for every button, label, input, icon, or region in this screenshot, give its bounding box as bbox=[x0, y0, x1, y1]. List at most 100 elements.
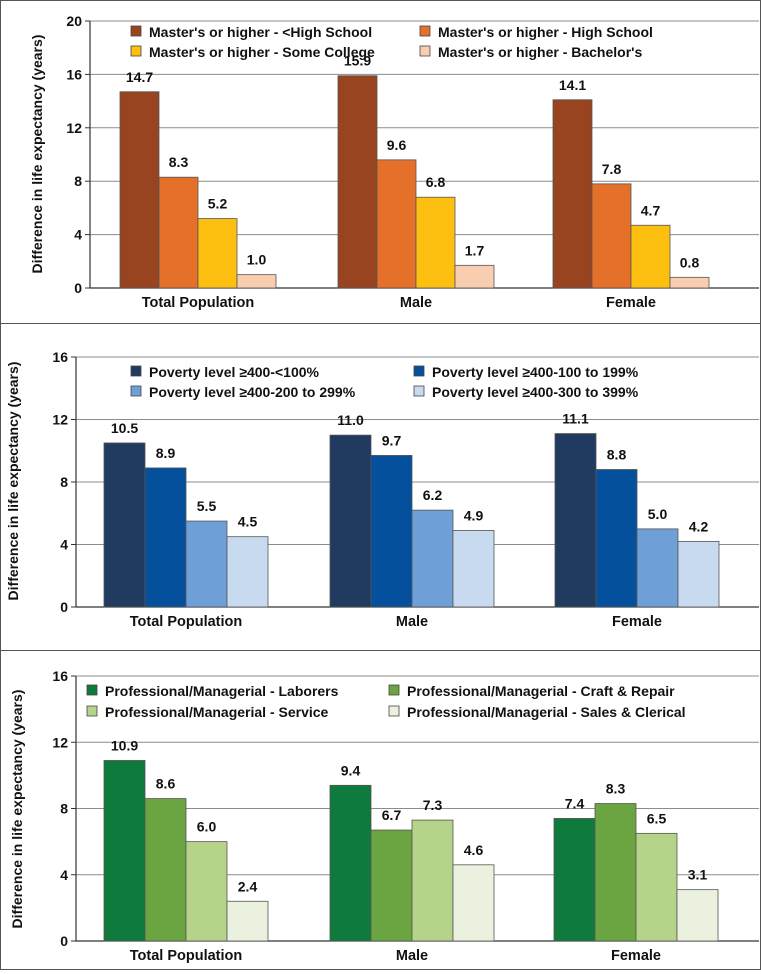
category-label: Female bbox=[612, 614, 662, 630]
panel-divider bbox=[1, 323, 760, 324]
legend-item: Professional/Managerial - Sales & Cleric… bbox=[388, 704, 686, 720]
data-label: 4.6 bbox=[464, 842, 484, 858]
legend-label: Poverty level ≥400-200 to 299% bbox=[149, 384, 356, 400]
data-label: 1.0 bbox=[247, 252, 267, 268]
legend-label: Professional/Managerial - Sales & Cleric… bbox=[407, 704, 686, 720]
data-label: 14.1 bbox=[559, 77, 586, 93]
data-label: 9.7 bbox=[382, 432, 402, 448]
data-label: 14.7 bbox=[126, 69, 153, 85]
legend-swatch bbox=[86, 705, 98, 717]
bar bbox=[452, 530, 495, 608]
y-tick-label: 4 bbox=[60, 867, 68, 883]
bar bbox=[411, 509, 454, 608]
bar bbox=[415, 196, 456, 289]
data-label: 9.4 bbox=[341, 762, 361, 778]
data-label: 5.2 bbox=[208, 196, 228, 212]
bar bbox=[594, 803, 637, 942]
bar bbox=[226, 536, 269, 608]
legend-item: Professional/Managerial - Service bbox=[86, 704, 329, 720]
legend-label: Poverty level ≥400-300 to 399% bbox=[432, 384, 639, 400]
legend-swatch bbox=[413, 365, 425, 377]
legend-label: Master's or higher - High School bbox=[438, 24, 653, 40]
category-label: Male bbox=[400, 295, 432, 311]
legend-swatch bbox=[413, 385, 425, 397]
bar bbox=[591, 183, 632, 289]
bar bbox=[337, 75, 378, 289]
category-label: Total Population bbox=[142, 295, 255, 311]
y-tick-label: 16 bbox=[66, 66, 82, 82]
bar bbox=[452, 864, 495, 942]
bar bbox=[677, 540, 720, 608]
data-label: 15.9 bbox=[344, 53, 371, 69]
bar bbox=[669, 276, 710, 289]
legend-item: Professional/Managerial - Craft & Repair bbox=[388, 683, 675, 699]
data-label: 1.7 bbox=[465, 242, 485, 258]
y-tick-label: 16 bbox=[52, 349, 68, 365]
legend-label: Poverty level ≥400-<100% bbox=[149, 364, 320, 380]
bar bbox=[636, 528, 679, 608]
y-tick-label: 0 bbox=[60, 599, 68, 615]
bar bbox=[553, 818, 596, 942]
data-label: 8.3 bbox=[606, 781, 626, 797]
chart-education: 0 4 8 12 16 20 Difference in life expectancy (… bbox=[29, 13, 759, 311]
bar bbox=[454, 264, 495, 289]
legend-swatch bbox=[419, 45, 431, 57]
y-tick-label: 12 bbox=[66, 120, 82, 136]
y-tick-label: 12 bbox=[52, 734, 68, 750]
category-label: Total Population bbox=[130, 614, 243, 630]
data-label: 3.1 bbox=[688, 867, 708, 883]
data-label: 7.4 bbox=[565, 795, 585, 811]
y-tick-label: 16 bbox=[52, 668, 68, 684]
data-label: 7.3 bbox=[423, 797, 443, 813]
y-tick-label: 8 bbox=[60, 474, 68, 490]
legend-item: Master's or higher - <High School bbox=[130, 24, 372, 40]
legend-swatch bbox=[388, 684, 400, 696]
data-label: 5.0 bbox=[648, 506, 668, 522]
bar bbox=[144, 467, 187, 608]
legend-label: Master's or higher - <High School bbox=[149, 24, 372, 40]
legend-swatch bbox=[419, 25, 431, 37]
legend-item: Poverty level ≥400-<100% bbox=[130, 364, 320, 380]
bar bbox=[376, 159, 417, 289]
bar bbox=[158, 176, 199, 289]
data-label: 7.8 bbox=[602, 161, 622, 177]
y-tick-label: 8 bbox=[74, 173, 82, 189]
y-tick-label: 20 bbox=[66, 13, 82, 29]
bar bbox=[197, 218, 238, 289]
bar bbox=[554, 433, 597, 608]
legend-swatch bbox=[130, 45, 142, 57]
legend-label: Master's or higher - Bachelor's bbox=[438, 44, 642, 60]
data-label: 4.7 bbox=[641, 202, 661, 218]
bar bbox=[595, 469, 638, 608]
y-tick-label: 4 bbox=[60, 537, 68, 553]
legend-label: Master's or higher - Some College bbox=[149, 44, 375, 60]
bar bbox=[676, 889, 719, 942]
chart-occupation: 0 4 8 12 16 Difference in life expectancy (ye… bbox=[9, 668, 759, 964]
legend-item: Master's or higher - Bachelor's bbox=[419, 44, 642, 60]
bar bbox=[370, 455, 413, 608]
bar bbox=[552, 99, 593, 289]
legend-label: Professional/Managerial - Service bbox=[105, 704, 329, 720]
legend-swatch bbox=[86, 684, 98, 696]
data-label: 0.8 bbox=[680, 254, 700, 270]
data-label: 4.5 bbox=[238, 514, 258, 530]
bar bbox=[411, 819, 454, 942]
data-label: 4.2 bbox=[689, 518, 709, 534]
bar bbox=[329, 434, 372, 608]
legend-swatch bbox=[388, 705, 400, 717]
chart-panel-education: 0 4 8 12 16 20 Difference in life expectancy (… bbox=[2, 1, 759, 323]
data-label: 4.9 bbox=[464, 507, 484, 523]
legend-item: Poverty level ≥400-200 to 299% bbox=[130, 384, 356, 400]
legend-swatch bbox=[130, 25, 142, 37]
data-label: 6.0 bbox=[197, 819, 217, 835]
bar bbox=[103, 442, 146, 608]
data-label: 6.5 bbox=[647, 810, 667, 826]
bar bbox=[370, 829, 413, 942]
y-tick-label: 0 bbox=[60, 933, 68, 949]
y-tick-label: 4 bbox=[74, 227, 82, 243]
data-label: 11.1 bbox=[562, 411, 589, 427]
legend-label: Poverty level ≥400-100 to 199% bbox=[432, 364, 639, 380]
bar bbox=[185, 520, 228, 608]
bar bbox=[144, 798, 187, 942]
